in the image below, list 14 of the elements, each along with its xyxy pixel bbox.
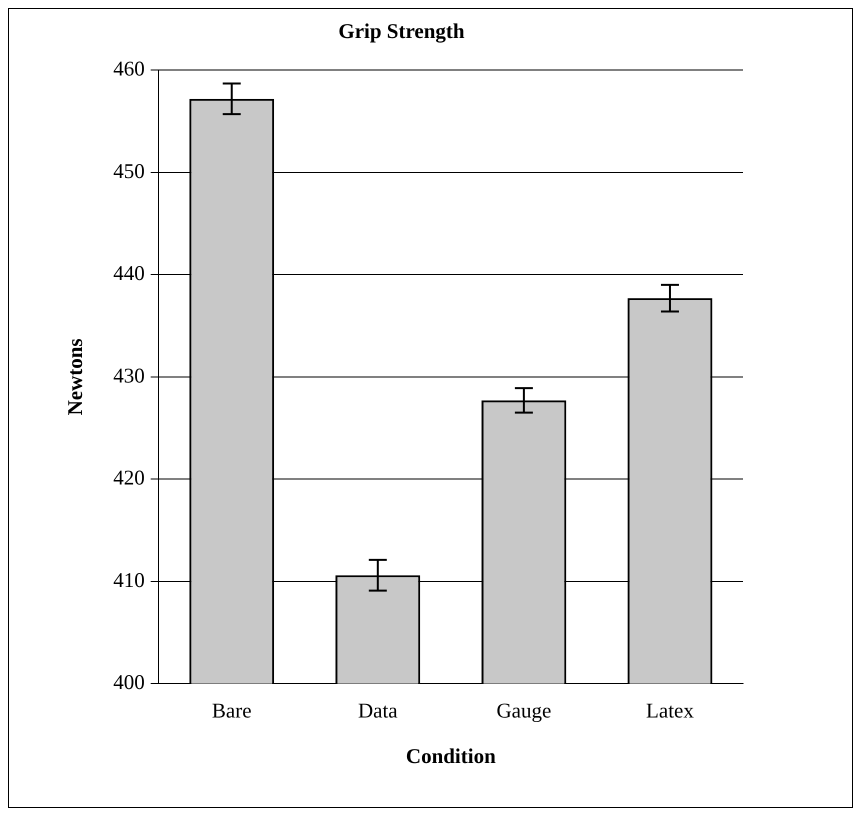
x-tick-label: Bare [212, 698, 252, 723]
y-tick-label: 420 [113, 466, 145, 490]
y-tick-label: 430 [113, 363, 145, 388]
x-axis-title: Condition [406, 744, 496, 768]
y-tick-label: 450 [113, 158, 145, 183]
x-tick-label: Data [358, 698, 398, 723]
chart-title: Grip Strength [338, 19, 465, 44]
x-tick-label: Gauge [496, 698, 552, 723]
y-axis-title: Newtons [63, 338, 88, 416]
x-tick-label: Latex [646, 698, 694, 723]
y-tick-label: 460 [113, 56, 145, 81]
y-tick-label: 410 [113, 568, 145, 592]
y-tick-label: 400 [113, 670, 145, 694]
y-tick-label: 440 [113, 261, 145, 286]
